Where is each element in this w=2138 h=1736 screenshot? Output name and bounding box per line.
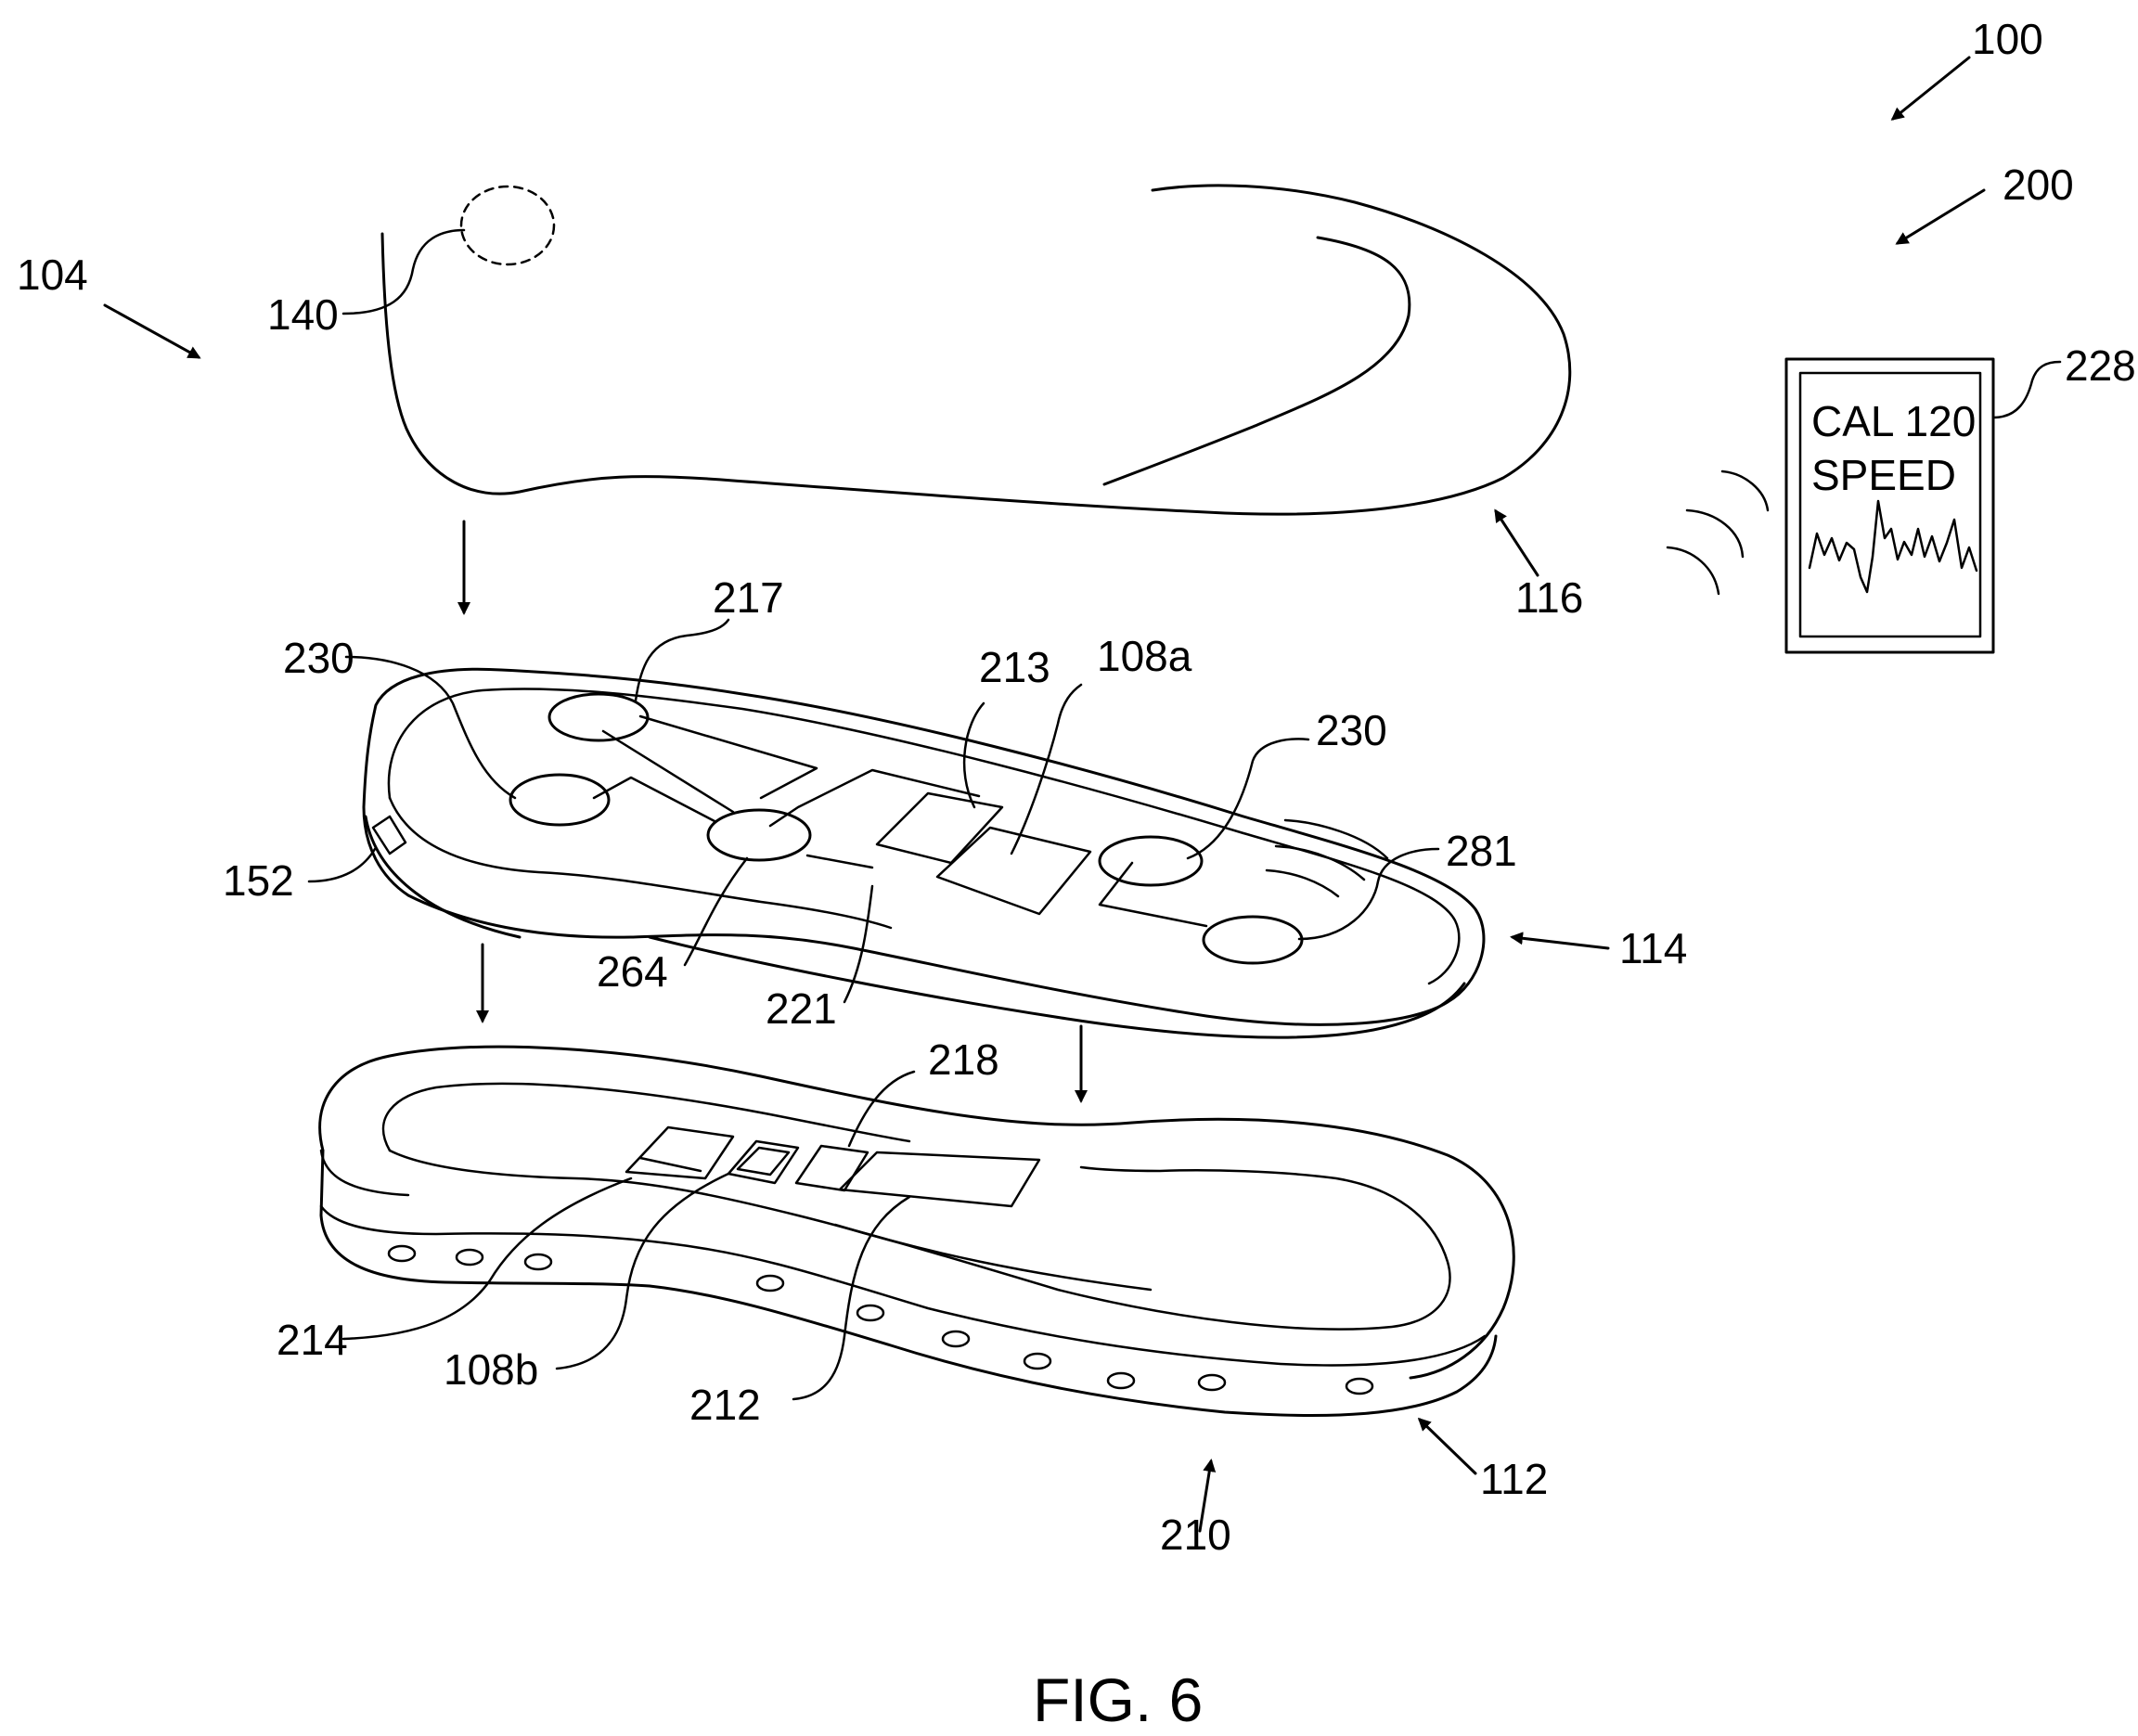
label-200: 200	[2003, 161, 2074, 209]
label-281: 281	[1446, 827, 1517, 875]
label-217: 217	[713, 573, 784, 622]
label-212: 212	[689, 1381, 761, 1429]
figure-caption: FIG. 6	[1033, 1665, 1203, 1734]
label-218: 218	[928, 1035, 999, 1084]
label-230-heel: 230	[283, 634, 354, 682]
label-214: 214	[277, 1316, 348, 1364]
label-228: 228	[2065, 341, 2136, 390]
label-100: 100	[1972, 15, 2043, 63]
label-116: 116	[1515, 573, 1583, 622]
sensor-pad-281	[1204, 917, 1302, 963]
upper-sock-liner	[382, 186, 1570, 514]
module-214	[626, 1127, 733, 1178]
port-152	[373, 817, 406, 854]
label-230-fore: 230	[1316, 706, 1387, 754]
device-screen-line2: SPEED	[1811, 451, 1956, 499]
label-108a: 108a	[1097, 632, 1192, 680]
label-213: 213	[979, 643, 1050, 691]
device-screen-line1: CAL 120	[1811, 397, 1976, 445]
sensor-pad-217	[549, 694, 648, 740]
arrows	[105, 58, 1984, 1531]
label-112: 112	[1480, 1455, 1548, 1503]
module-218	[796, 1146, 868, 1190]
speed-graph	[1810, 501, 1977, 592]
sensor-pad-230-heel	[510, 775, 609, 825]
label-108b: 108b	[444, 1345, 538, 1394]
reference-labels: 100 200 104 140 228 116 217 230 213 108a…	[17, 15, 2136, 1559]
module-108a	[937, 828, 1090, 914]
label-210: 210	[1160, 1511, 1231, 1559]
label-221: 221	[766, 984, 837, 1033]
label-152: 152	[223, 856, 294, 905]
module-213	[877, 793, 1002, 863]
label-264: 264	[597, 947, 668, 996]
label-114: 114	[1619, 924, 1687, 972]
module-212	[840, 1152, 1039, 1206]
label-104: 104	[17, 251, 88, 299]
sensor-pad-230-fore	[1100, 837, 1202, 885]
label-140: 140	[267, 290, 339, 339]
sensor-pad-264	[708, 810, 810, 860]
sensor-zone-140	[461, 186, 554, 264]
mobile-device-228: CAL 120 SPEED	[1668, 359, 1993, 652]
